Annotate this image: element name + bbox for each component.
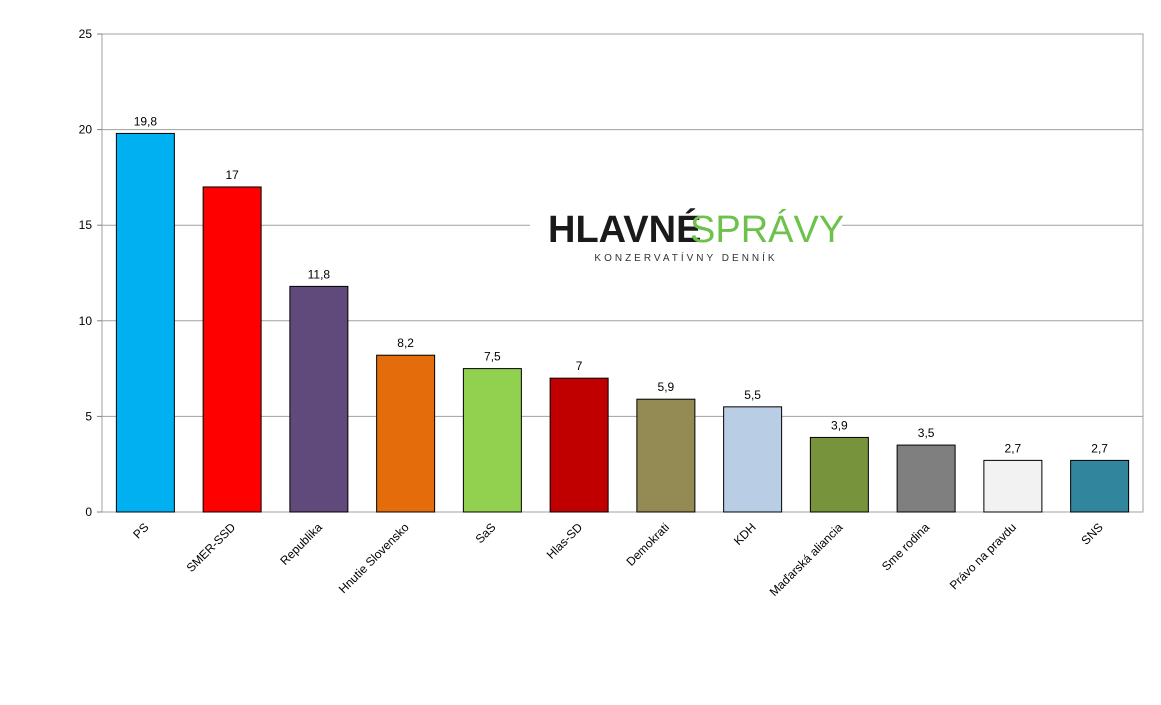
logo-left: HLAVNÉ [548, 207, 701, 251]
bar [723, 406, 783, 513]
value-label: 7,5 [484, 350, 501, 364]
x-tick-label: Maďarská aliancia [767, 520, 846, 599]
value-label: 5,9 [658, 380, 675, 394]
x-tick-label: Hlas-SD [544, 520, 586, 562]
y-tick-label: 10 [79, 314, 93, 328]
logo-background [530, 155, 842, 305]
value-label: 3,9 [831, 418, 848, 432]
x-tick-label: PS [130, 520, 151, 541]
value-label: 19,8 [134, 114, 158, 128]
bar [1070, 459, 1130, 513]
bar [549, 377, 609, 513]
x-tick-label: Republika [277, 520, 325, 568]
value-label: 3,5 [918, 426, 935, 440]
value-label: 11,8 [308, 267, 331, 281]
bar [636, 398, 696, 513]
bar [983, 459, 1043, 513]
x-tick-label: Právo na pravdu [947, 520, 1019, 592]
bar [809, 436, 869, 513]
bar [376, 354, 436, 513]
bar [462, 368, 522, 513]
bar [115, 132, 175, 513]
y-tick-label: 25 [79, 27, 93, 41]
x-tick-label: Sme rodina [879, 520, 933, 574]
x-tick-label: SNS [1078, 520, 1105, 547]
y-tick-label: 15 [79, 218, 93, 232]
logo-right: SPRÁVY [690, 208, 844, 251]
x-tick-label: Hnutie Slovensko [336, 520, 412, 596]
y-tick-label: 20 [79, 123, 93, 137]
y-tick-label: 5 [85, 409, 92, 423]
bar [202, 186, 262, 513]
value-label: 2,7 [1091, 441, 1108, 455]
value-label: 17 [225, 168, 239, 182]
x-tick-label: KDH [731, 520, 759, 548]
y-tick-label: 0 [85, 505, 92, 519]
bar [896, 444, 956, 513]
bar [289, 285, 349, 513]
logo-tagline: KONZERVATÍVNY DENNÍK [594, 251, 777, 264]
value-label: 2,7 [1005, 441, 1022, 455]
x-tick-label: Demokrati [623, 520, 672, 569]
value-label: 7 [576, 359, 583, 373]
value-label: 8,2 [397, 336, 414, 350]
x-tick-label: SaS [473, 520, 499, 546]
x-tick-label: SMER-SSD [184, 520, 239, 575]
grid [102, 33, 1143, 513]
value-label: 5,5 [744, 388, 761, 402]
